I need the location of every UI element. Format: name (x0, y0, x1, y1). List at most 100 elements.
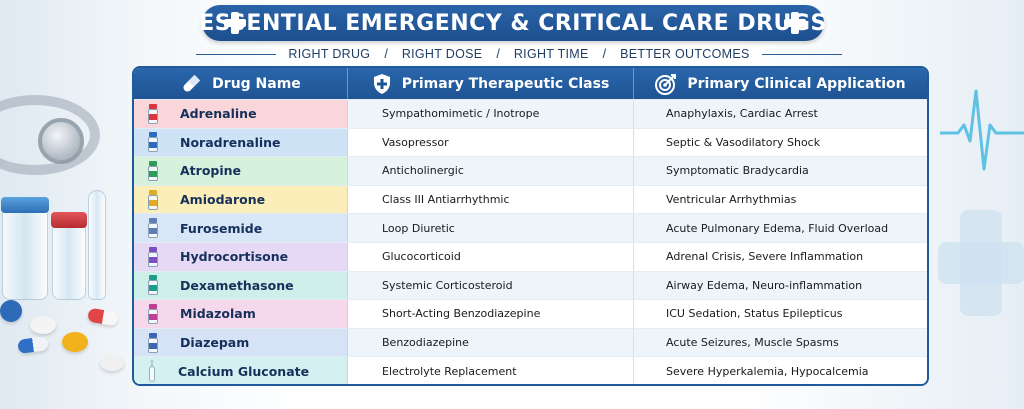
drug-name-cell: Hydrocortisone (134, 242, 348, 271)
medical-cross-decoration (938, 210, 1024, 316)
vial-icon (148, 160, 158, 181)
clinical-application-cell: ICU Sedation, Status Epilepticus (634, 300, 927, 328)
capsule-blue (17, 335, 49, 355)
stethoscope-tube (0, 95, 100, 175)
vial-icon (148, 218, 158, 239)
clinical-application-cell: Symptomatic Bradycardia (634, 157, 927, 185)
therapeutic-class-cell: Systemic Corticosteroid (348, 271, 634, 300)
table-header: Drug Name Primary Therapeutic Class Prim… (134, 68, 927, 99)
clinical-application: Airway Edema, Neuro-inflammation (666, 278, 863, 292)
title-banner: ESSENTIAL EMERGENCY & CRITICAL CARE DRUG… (199, 5, 826, 41)
pill-white-2 (100, 355, 124, 371)
pill-icon (183, 74, 201, 92)
therapeutic-class-cell: Electrolyte Replacement (348, 357, 634, 384)
therapeutic-class: Anticholinergic (382, 164, 464, 178)
therapeutic-class-cell: Vasopressor (348, 128, 634, 157)
tagline-separator: / (602, 47, 607, 61)
drug-name-cell: Adrenaline (134, 100, 348, 128)
table-row: Atropine Anticholinergic Symptomatic Brady… (134, 156, 927, 185)
capsule-red (87, 307, 119, 327)
therapeutic-class-cell: Sympathomimetic / Inotrope (348, 100, 634, 128)
drug-name-cell: Midazolam (134, 300, 348, 328)
tagline-item: RIGHT TIME (513, 47, 589, 61)
clinical-application: Acute Seizures, Muscle Spasms (666, 336, 839, 350)
therapeutic-class: Systemic Corticosteroid (382, 278, 513, 292)
column-header-label: Drug Name (212, 75, 301, 92)
vial-icon (148, 189, 158, 210)
table-row: Calcium Gluconate Electrolyte Replacement… (134, 356, 927, 384)
tagline-separator: / (496, 47, 500, 61)
column-header-label: Primary Therapeutic Class (401, 75, 610, 92)
therapeutic-class: Sympathomimetic / Inotrope (382, 107, 540, 121)
vial-icon (148, 332, 158, 353)
drugs-table: Drug Name Primary Therapeutic Class Prim… (132, 66, 929, 386)
vial-icon (148, 275, 158, 296)
therapeutic-class: Electrolyte Replacement (382, 364, 517, 378)
stethoscope-icon (38, 118, 84, 164)
drug-name-cell: Noradrenaline (134, 128, 348, 157)
table-body: Adrenaline Sympathomimetic / Inotrope Anap… (134, 99, 927, 384)
vial-icon (148, 132, 158, 153)
drug-name-cell: Amiodarone (134, 185, 348, 214)
tagline-item: RIGHT DOSE (401, 47, 483, 61)
table-row: Hydrocortisone Glucocorticoid Adrenal Cris… (134, 241, 927, 271)
pill-white (30, 316, 56, 334)
vial-icon (148, 103, 158, 124)
column-header-drug-name: Drug Name (134, 68, 348, 99)
ecg-heartbeat-icon (940, 89, 1024, 171)
clinical-application-cell: Acute Seizures, Muscle Spasms (634, 328, 927, 357)
drug-name: Noradrenaline (180, 134, 281, 150)
clinical-application-cell: Severe Hyperkalemia, Hypocalcemia (634, 357, 927, 384)
table-row: Amiodarone Class III Antiarrhythmic Ventri… (134, 184, 927, 214)
drug-name: Furosemide (180, 220, 263, 236)
therapeutic-class: Vasopressor (382, 135, 449, 149)
clinical-application: Anaphylaxis, Cardiac Arrest (666, 107, 818, 121)
pill-yellow (62, 332, 88, 352)
column-header-class: Primary Therapeutic Class (348, 68, 634, 99)
vial-red-cap (51, 212, 87, 300)
drug-name-cell: Furosemide (134, 214, 348, 242)
therapeutic-class: Glucocorticoid (382, 250, 461, 264)
drug-name: Hydrocortisone (180, 249, 289, 265)
clinical-application: Severe Hyperkalemia, Hypocalcemia (666, 364, 869, 378)
therapeutic-class: Class III Antiarrhythmic (382, 193, 510, 207)
therapeutic-class: Loop Diuretic (382, 221, 455, 235)
pill-blue (0, 300, 22, 322)
clinical-application-cell: Septic & Vasodilatory Shock (634, 128, 927, 157)
column-header-application: Primary Clinical Application (634, 68, 927, 99)
therapeutic-class-cell: Glucocorticoid (348, 242, 634, 271)
drug-name: Adrenaline (180, 106, 257, 122)
table-row: Diazepam Benzodiazepine Acute Seizures, Mu… (134, 327, 927, 357)
therapeutic-class-cell: Anticholinergic (348, 157, 634, 185)
clinical-application: ICU Sedation, Status Epilepticus (666, 307, 843, 321)
therapeutic-class-cell: Class III Antiarrhythmic (348, 185, 634, 214)
tagline: RIGHT DRUG / RIGHT DOSE / RIGHT TIME / B… (196, 46, 842, 62)
table-row: Noradrenaline Vasopressor Septic & Vasodil… (134, 127, 927, 157)
therapeutic-class-cell: Loop Diuretic (348, 214, 634, 242)
tagline-item: BETTER OUTCOMES (620, 47, 750, 61)
tagline-item: RIGHT DRUG (288, 47, 371, 61)
vial-icon (148, 246, 158, 267)
drug-name-cell: Diazepam (134, 328, 348, 357)
ampoule-icon (148, 360, 156, 383)
column-header-label: Primary Clinical Application (687, 75, 906, 92)
drug-name-cell: Calcium Gluconate (134, 357, 348, 384)
clinical-application-cell: Acute Pulmonary Edema, Fluid Overload (634, 214, 927, 242)
vial-blue-cap (1, 197, 49, 300)
table-row: Furosemide Loop Diuretic Acute Pulmonary E… (134, 213, 927, 242)
drug-name: Amiodarone (180, 192, 266, 208)
drug-name: Dexamethasone (180, 277, 294, 293)
therapeutic-class: Short-Acting Benzodiazepine (382, 307, 541, 321)
therapeutic-class-cell: Short-Acting Benzodiazepine (348, 300, 634, 328)
clinical-application-cell: Airway Edema, Neuro-inflammation (634, 271, 927, 300)
clinical-application-cell: Anaphylaxis, Cardiac Arrest (634, 100, 927, 128)
medical-cross-icon (784, 12, 806, 34)
drug-name-cell: Dexamethasone (134, 271, 348, 300)
drug-name: Diazepam (180, 335, 250, 351)
table-row: Adrenaline Sympathomimetic / Inotrope Anap… (134, 99, 927, 128)
medical-cross-icon (224, 12, 246, 34)
clinical-application-cell: Adrenal Crisis, Severe Inflammation (634, 242, 927, 271)
clinical-application: Acute Pulmonary Edema, Fluid Overload (666, 221, 889, 235)
clinical-application: Ventricular Arrhythmias (666, 193, 797, 207)
vial-icon (148, 303, 158, 324)
